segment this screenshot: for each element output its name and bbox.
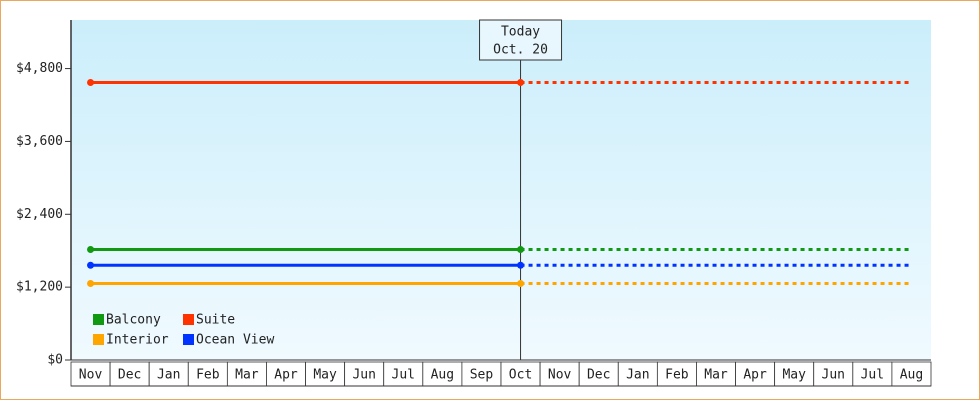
- today-date: Oct. 20: [493, 43, 548, 58]
- x-tick-label: Apr: [274, 368, 298, 383]
- x-tick-label: Feb: [665, 368, 689, 383]
- x-tick-box: [226, 361, 267, 387]
- x-tick-label: May: [782, 368, 806, 383]
- x-tick-box: [617, 361, 658, 387]
- series-point: [517, 280, 525, 287]
- x-tick-label: Jun: [352, 368, 375, 383]
- series-point: [87, 79, 95, 87]
- today-label: Today: [501, 25, 540, 40]
- today-box: [479, 19, 563, 61]
- y-tick-label: $1,200: [16, 280, 63, 295]
- y-tick-label: $0: [47, 353, 63, 368]
- y-tick-label: $3,600: [16, 134, 63, 149]
- plot-area: [71, 20, 931, 360]
- x-tick-label: Dec: [118, 368, 141, 383]
- series-point: [517, 79, 525, 87]
- legend-label: Balcony: [106, 313, 161, 328]
- series-point: [87, 246, 95, 253]
- legend-swatch: [93, 334, 104, 345]
- x-tick-box: [656, 361, 697, 387]
- x-tick-label: Apr: [743, 368, 767, 383]
- series-point: [517, 261, 525, 269]
- x-tick-label: Nov: [79, 368, 103, 383]
- legend-label: Interior: [106, 333, 169, 348]
- x-tick-label: Jan: [626, 368, 649, 383]
- y-tick-label: $2,400: [16, 207, 63, 222]
- x-tick-box: [813, 361, 854, 387]
- x-tick-box: [500, 361, 541, 387]
- x-tick-box: [539, 361, 580, 387]
- legend-label: Suite: [196, 313, 235, 328]
- x-tick-label: Mar: [704, 368, 728, 383]
- x-tick-label: Feb: [196, 368, 220, 383]
- x-tick-label: Jul: [392, 368, 415, 383]
- legend-swatch: [183, 314, 194, 325]
- x-tick-box: [109, 361, 150, 387]
- legend-label: Ocean View: [196, 333, 274, 348]
- x-tick-box: [70, 361, 111, 387]
- series-point: [87, 280, 95, 287]
- x-tick-label: Oct: [509, 368, 532, 383]
- series-point: [87, 261, 95, 269]
- x-tick-label: May: [313, 368, 337, 383]
- x-tick-box: [187, 361, 228, 387]
- x-tick-label: Jan: [157, 368, 180, 383]
- x-tick-box: [891, 361, 932, 387]
- x-tick-label: Jul: [861, 368, 884, 383]
- legend-swatch: [183, 334, 194, 345]
- y-tick-label: $4,800: [16, 61, 63, 76]
- x-tick-label: Mar: [235, 368, 259, 383]
- series-point: [517, 246, 525, 253]
- x-tick-label: Sep: [470, 368, 494, 383]
- x-tick-box: [422, 361, 463, 387]
- x-tick-label: Jun: [822, 368, 845, 383]
- x-tick-label: Aug: [431, 368, 454, 383]
- legend-swatch: [93, 314, 104, 325]
- x-tick-label: Dec: [587, 368, 610, 383]
- x-tick-label: Aug: [900, 368, 923, 383]
- x-tick-box: [735, 361, 776, 387]
- x-tick-label: Nov: [548, 368, 572, 383]
